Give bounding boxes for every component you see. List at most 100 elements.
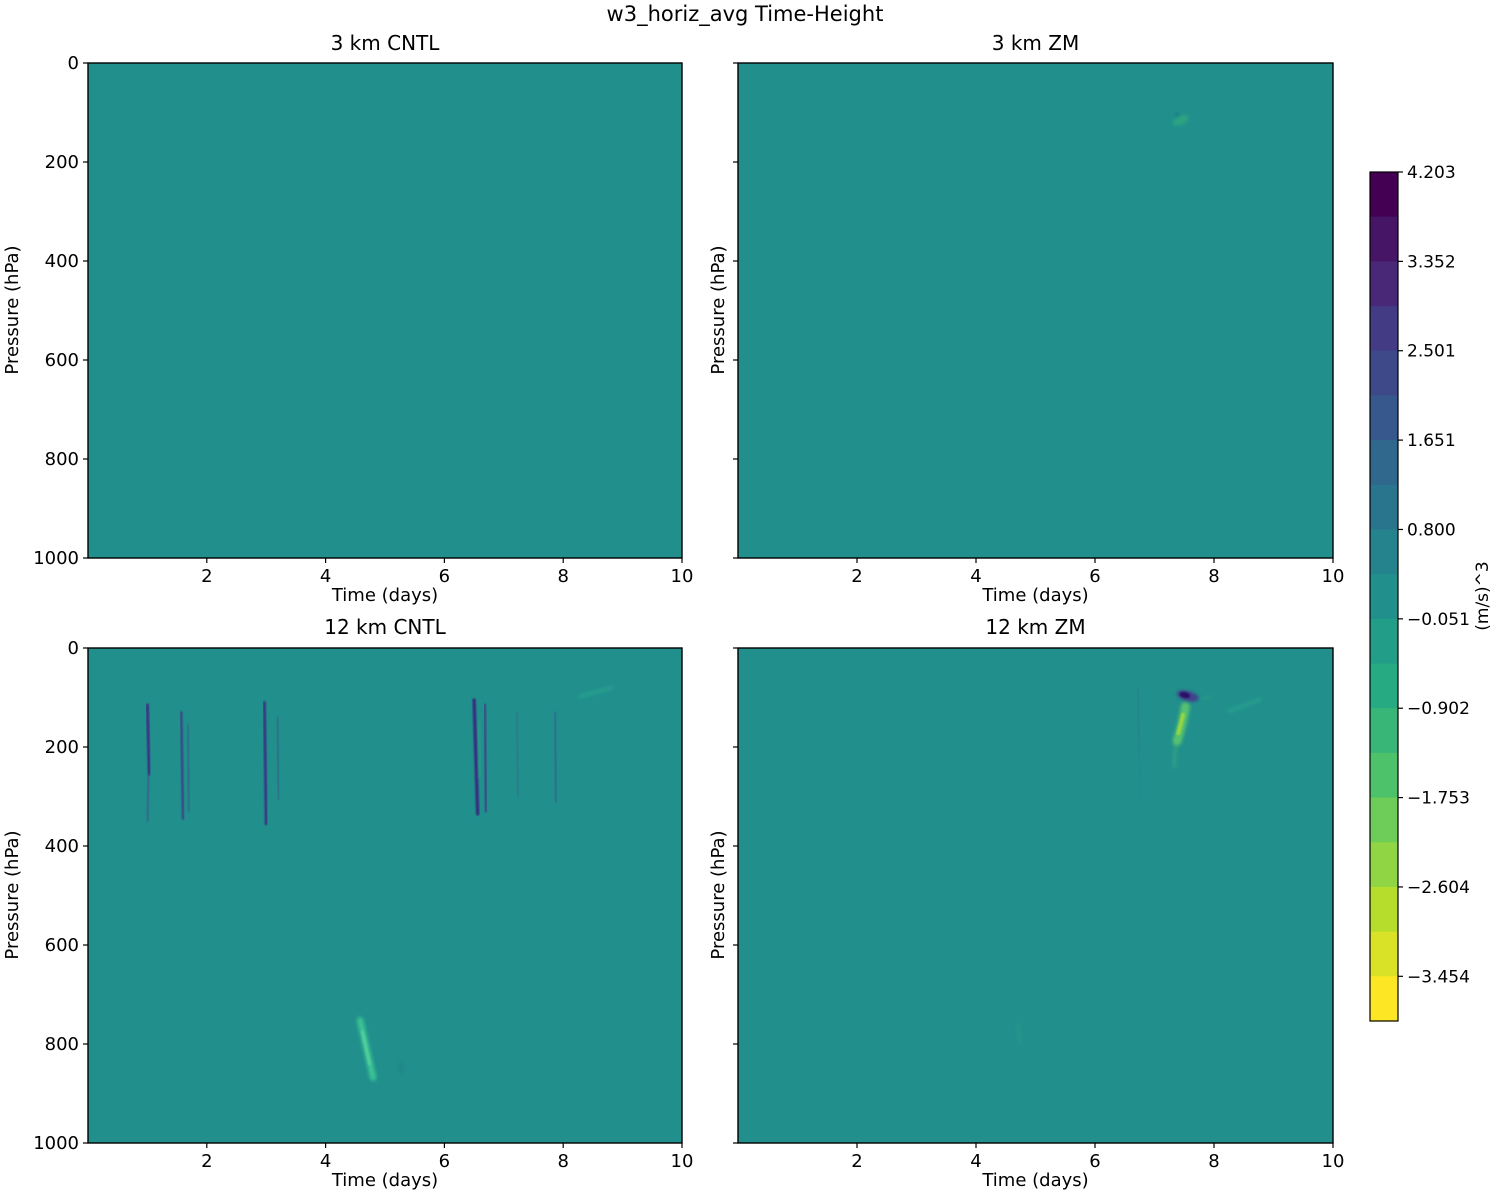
heatmap-feature	[477, 720, 482, 779]
heatmap-feature	[472, 698, 480, 816]
x-tick-label: 6	[1089, 566, 1100, 587]
colorbar-band	[1370, 172, 1398, 218]
x-axis-label-br: Time (days)	[982, 1170, 1089, 1191]
panel-3-km-zm	[738, 63, 1333, 558]
heatmap-background	[88, 63, 682, 558]
heatmap-feature	[1136, 689, 1140, 748]
x-tick-label: 8	[1208, 1151, 1219, 1172]
y-tick-label: 200	[45, 152, 79, 173]
colorbar-band	[1370, 261, 1398, 307]
x-tick-label: 2	[851, 1151, 862, 1172]
y-tick-label: 800	[45, 449, 79, 470]
y-axis-label-bl: Pressure (hPa)	[2, 830, 23, 960]
heatmap-feature	[146, 773, 150, 823]
y-tick-label: 400	[45, 836, 79, 857]
colorbar-band	[1370, 216, 1398, 262]
colorbar-tick-label: −0.902	[1407, 699, 1470, 719]
y-axis-label-tl: Pressure (hPa)	[2, 245, 23, 375]
heatmap-feature	[578, 686, 614, 699]
y-tick-label: 800	[45, 1034, 79, 1055]
colorbar-band	[1370, 752, 1398, 799]
colorbar-band	[1370, 797, 1398, 843]
panel-frame	[87, 62, 683, 559]
colorbar-band	[1370, 574, 1398, 620]
x-axis-label-tr: Time (days)	[982, 585, 1089, 606]
heatmap-feature	[262, 700, 268, 826]
heatmap-feature	[1227, 697, 1262, 714]
y-tick-label: 0	[68, 53, 79, 74]
colorbar-band	[1370, 842, 1398, 888]
heatmap-feature	[1138, 746, 1141, 798]
x-tick-label: 4	[970, 566, 981, 587]
colorbar-unit-label: (m/s)^3	[1473, 561, 1493, 631]
y-tick-label: 200	[45, 737, 79, 758]
x-tick-label: 10	[671, 566, 694, 587]
heatmap-feature	[398, 1061, 405, 1074]
colorbar-band	[1370, 663, 1398, 709]
x-tick-label: 8	[557, 566, 568, 587]
heatmap-feature	[1174, 112, 1181, 117]
heatmap-feature	[553, 711, 558, 803]
x-tick-label: 6	[439, 566, 450, 587]
x-tick-label: 10	[671, 1151, 694, 1172]
colorbar-band	[1370, 931, 1398, 977]
x-axis-label-tl: Time (days)	[331, 585, 439, 606]
colorbar-tick-label: −0.051	[1407, 610, 1470, 630]
panel-12-km-cntl	[88, 648, 682, 1143]
heatmap-feature	[1016, 1022, 1023, 1045]
x-tick-label: 10	[1322, 1151, 1345, 1172]
x-tick-label: 10	[1322, 566, 1345, 587]
panel-axes-12-km-cntl: 2 4 6 8 10 0 200 400 600 800 1000	[33, 638, 693, 1172]
colorbar-tick-label: 2.501	[1407, 342, 1456, 362]
heatmap-background	[88, 648, 682, 1143]
x-tick-label: 8	[1208, 566, 1219, 587]
panel-frame	[87, 647, 683, 1144]
x-tick-label: 4	[320, 1151, 331, 1172]
panel-title-3km-zm: 3 km ZM	[991, 31, 1080, 55]
colorbar-band	[1370, 350, 1398, 397]
heatmap-feature	[360, 1030, 372, 1066]
colorbar-band	[1370, 395, 1398, 441]
colorbar-tick-label: −2.604	[1407, 878, 1470, 898]
panel-title-12km-zm: 12 km ZM	[985, 615, 1086, 639]
heatmap-feature	[186, 723, 190, 813]
panel-12-km-zm	[738, 648, 1333, 1143]
heatmap-feature	[1176, 712, 1186, 736]
y-tick-label: 600	[45, 350, 79, 371]
heatmap-feature	[1179, 691, 1191, 699]
colorbar-band	[1370, 976, 1398, 1022]
x-tick-label: 4	[320, 566, 331, 587]
x-tick-label: 6	[1089, 1151, 1100, 1172]
y-tick-label: 1000	[33, 548, 79, 569]
heatmap-background	[738, 648, 1333, 1143]
colorbar-band	[1370, 618, 1398, 665]
colorbar: 4.203 3.352 2.501 1.651 0.800 −0.051 −0.902 −1.…	[1369, 163, 1470, 1022]
heatmap-feature	[483, 703, 488, 813]
heatmap-feature	[1200, 695, 1213, 701]
heatmap-feature	[1172, 115, 1189, 126]
panel-title-3km-cntl: 3 km CNTL	[330, 31, 440, 55]
x-tick-label: 2	[201, 566, 212, 587]
y-tick-label: 0	[68, 638, 79, 659]
y-tick-label: 1000	[33, 1133, 79, 1154]
colorbar-frame	[1369, 171, 1399, 1022]
panel-axes-12-km-zm: 2 4 6 8 10	[733, 647, 1345, 1172]
x-tick-label: 4	[970, 1151, 981, 1172]
y-tick-label: 400	[45, 251, 79, 272]
panel-title-12km-cntl: 12 km CNTL	[324, 615, 446, 639]
colorbar-tick-label: 0.800	[1407, 520, 1456, 540]
heatmap-feature	[145, 703, 151, 776]
colorbar-band	[1370, 484, 1398, 531]
x-tick-label: 2	[201, 1151, 212, 1172]
x-tick-label: 2	[851, 566, 862, 587]
panel-axes-3-km-cntl: 2 4 6 8 10 0 200 400 600 800 1000	[33, 53, 693, 587]
heatmap-feature	[515, 711, 520, 798]
heatmap-background	[738, 63, 1333, 558]
x-tick-label: 6	[439, 1151, 450, 1172]
y-axis-label-tr: Pressure (hPa)	[708, 245, 729, 375]
figure-title: w3_horiz_avg Time-Height	[606, 2, 884, 26]
colorbar-band	[1370, 708, 1398, 754]
panel-axes-3-km-zm: 2 4 6 8 10	[733, 62, 1345, 587]
